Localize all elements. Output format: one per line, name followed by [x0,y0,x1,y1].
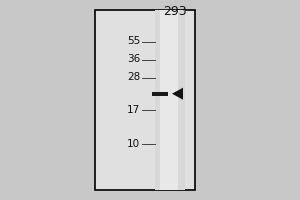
Text: 10: 10 [127,139,140,149]
Text: 293: 293 [163,5,187,18]
Polygon shape [172,88,183,100]
Text: 36: 36 [127,54,140,64]
Text: 17: 17 [127,105,140,115]
Bar [152,92,168,96]
Bar [160,10,178,190]
Text: 55: 55 [127,36,140,46]
Bar [155,10,185,190]
Bar [95,10,195,190]
Text: 28: 28 [127,72,140,82]
